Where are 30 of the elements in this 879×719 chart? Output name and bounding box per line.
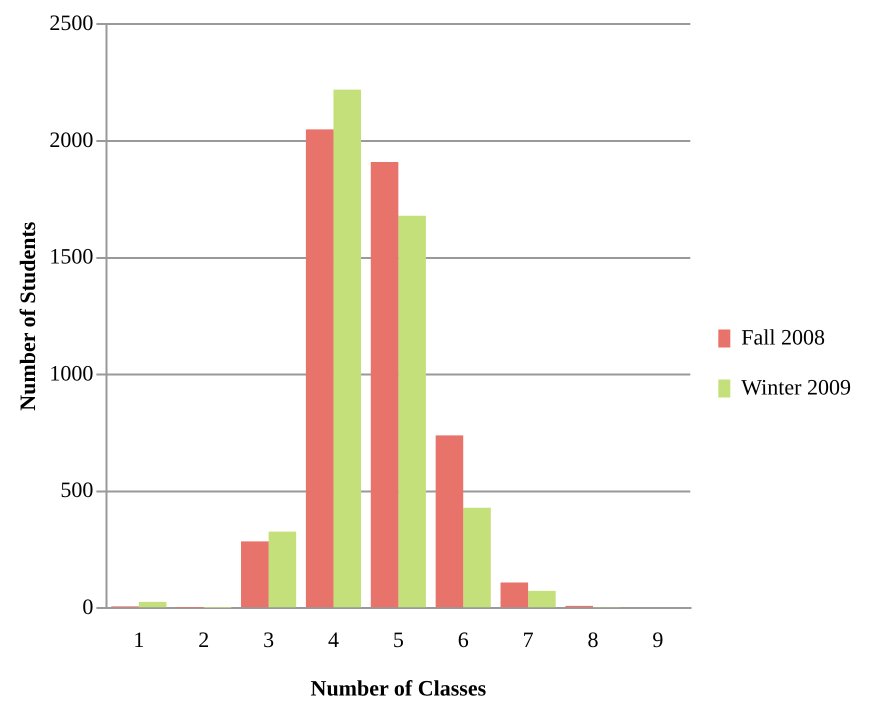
legend-label: Fall 2008 (741, 324, 826, 350)
x-tick-label: 8 (587, 627, 598, 652)
bar (138, 602, 166, 608)
y-tick-label: 2500 (49, 10, 94, 35)
bar (500, 582, 528, 608)
bar (398, 216, 426, 608)
bar (436, 435, 464, 608)
legend-label: Winter 2009 (741, 374, 852, 400)
bar (528, 590, 556, 608)
x-tick-label: 5 (392, 627, 404, 652)
y-tick-label: 1500 (49, 244, 94, 269)
x-tick-label: 2 (198, 627, 210, 652)
bar (333, 90, 362, 608)
y-tick-label: 1000 (49, 360, 94, 386)
x-tick-label: 4 (328, 627, 339, 652)
bar (306, 129, 334, 608)
x-tick-label: 7 (522, 627, 534, 652)
y-tick-label: 2000 (49, 126, 94, 152)
bar (241, 541, 269, 608)
y-tick-label: 0 (82, 594, 94, 619)
bar (268, 532, 296, 608)
bar (463, 508, 491, 608)
bar (370, 162, 398, 608)
y-tick-label: 500 (60, 477, 94, 502)
x-tick-label: 1 (133, 627, 144, 652)
x-axis-title: Number of Classes (310, 675, 487, 700)
x-tick-label: 9 (652, 627, 664, 652)
x-tick-label: 6 (458, 627, 469, 652)
y-axis-title: Number of Students (14, 221, 40, 411)
x-tick-label: 3 (263, 627, 274, 652)
